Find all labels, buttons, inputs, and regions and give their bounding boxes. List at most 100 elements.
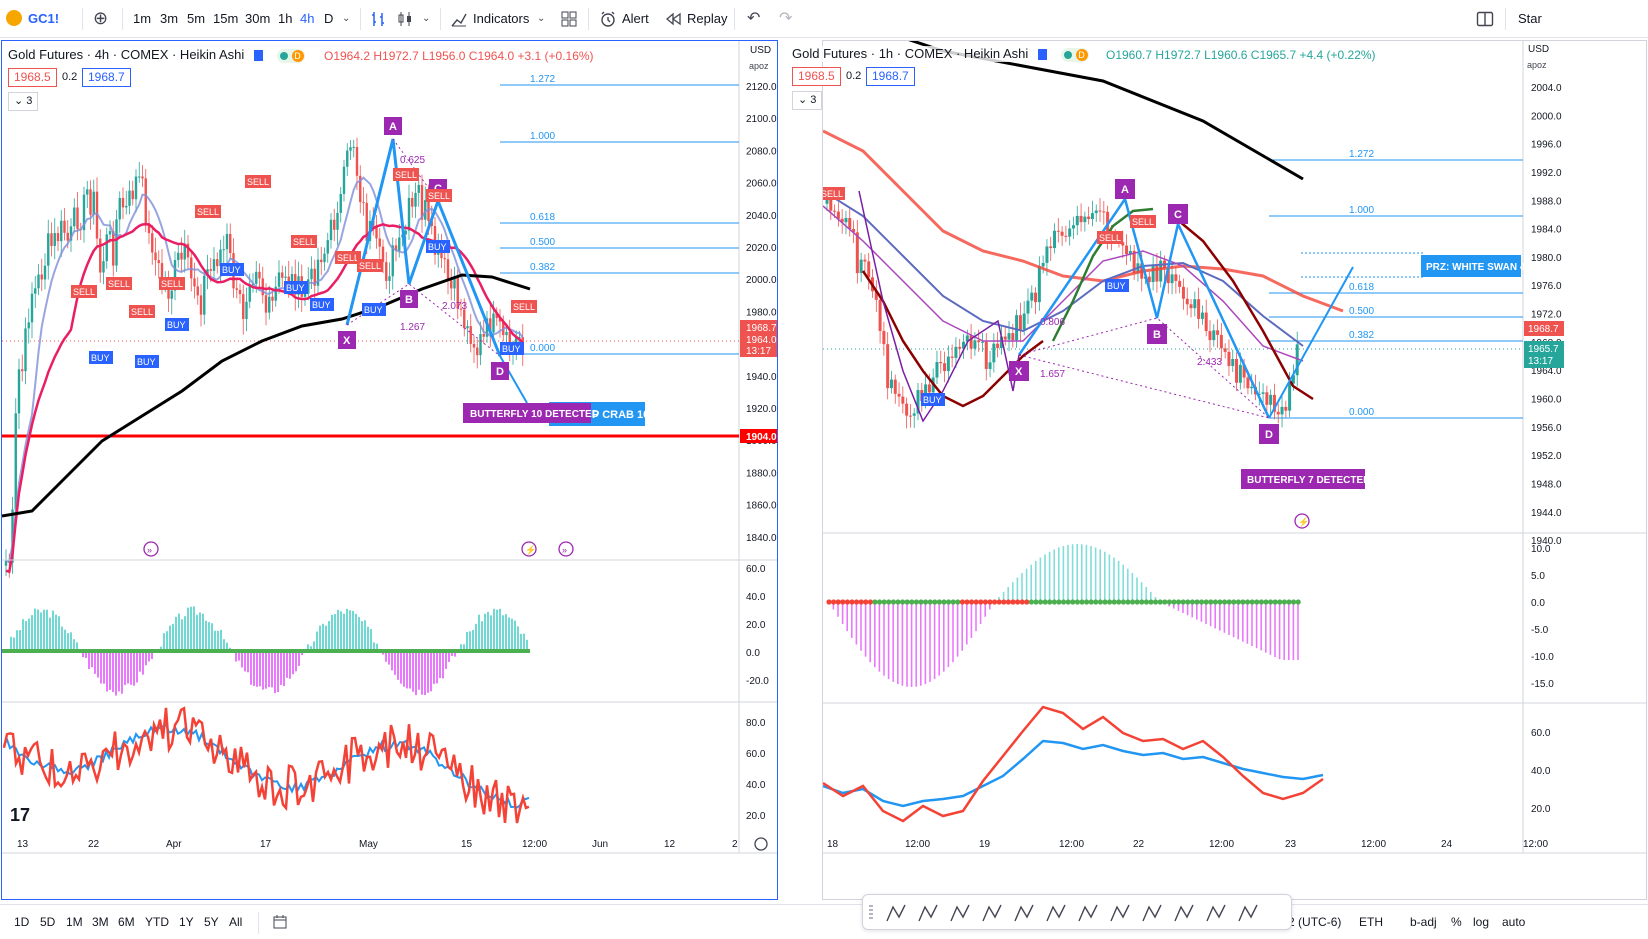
indicators-chevron-down-icon[interactable]: ⌄ [537, 13, 546, 24]
bars-pattern-icon[interactable] [1078, 904, 1098, 922]
price-range-icon[interactable] [1206, 904, 1226, 922]
redo-icon[interactable]: ↷ [779, 10, 793, 27]
scale-mode-label[interactable]: apoz [749, 61, 769, 71]
interval-4h[interactable]: 4h [300, 11, 315, 26]
range-1m[interactable]: 1M [66, 915, 83, 929]
interval-15m[interactable]: 15m [213, 11, 239, 26]
horizontal-ray-icon[interactable] [1014, 904, 1034, 922]
replay-button[interactable]: Replay [687, 11, 728, 26]
range-5y[interactable]: 5Y [204, 915, 219, 929]
interval-1h[interactable]: 1h [278, 11, 293, 26]
interval-30m[interactable]: 30m [245, 11, 271, 26]
interval-3m[interactable]: 3m [160, 11, 179, 26]
star-button[interactable]: Star [1518, 11, 1542, 26]
macd-bar [956, 602, 959, 657]
price-tick: 1944.0 [1531, 508, 1562, 519]
chart-type-chevron-down-icon[interactable]: ⌄ [422, 13, 431, 24]
right-chart-pane[interactable]: 2004.0 2000.0 1996.0 1992.0 1988.0 1984.0 1980… [822, 40, 1647, 900]
range-5d[interactable]: 5D [40, 915, 56, 929]
indicators-icon[interactable] [450, 10, 468, 30]
indicators-toggle[interactable]: ⌄ 3 [8, 92, 39, 111]
layout-grid-icon[interactable] [560, 10, 578, 30]
currency-label[interactable]: USD [750, 45, 772, 56]
macd-bar [989, 602, 991, 610]
date-range-icon[interactable] [272, 914, 288, 930]
buy-price-box[interactable]: 1968.7 [866, 67, 915, 86]
compare-add-icon[interactable]: ⊕ [93, 8, 109, 28]
macd-bar [373, 642, 375, 651]
auto-toggle[interactable]: auto [1502, 915, 1526, 929]
collapse-chevron-icon: ⌄ [14, 95, 27, 107]
intervals-chevron-down-icon[interactable]: ⌄ [342, 13, 351, 24]
bars-chart-type-icon[interactable] [370, 10, 388, 30]
macd-bar [175, 616, 177, 651]
range-1y[interactable]: 1Y [179, 915, 194, 929]
right-chart-canvas[interactable]: 2004.0 2000.0 1996.0 1992.0 1988.0 1984.0 1980… [823, 41, 1647, 900]
replay-icon[interactable] [666, 11, 682, 31]
macd-bar [28, 618, 30, 651]
pattern-point-label: C [1174, 209, 1182, 221]
alert-button[interactable]: Alert [622, 11, 649, 26]
fib-retracement-icon[interactable] [918, 904, 938, 922]
candle-body [17, 369, 21, 414]
time-tick: Jun [592, 839, 608, 850]
left-chart-pane[interactable]: 2120.0 2100.0 2080.0 2060.0 2040.0 2020.0 2000… [1, 40, 778, 900]
range-all[interactable]: All [229, 915, 243, 929]
indicators-button[interactable]: Indicators [473, 11, 530, 26]
macd-bar [238, 651, 240, 661]
ma-fast-line [5, 176, 524, 564]
interval-1m[interactable]: 1m [133, 11, 152, 26]
macd-bar [397, 651, 399, 680]
trend-angle-icon[interactable] [1046, 904, 1066, 922]
candle-body [424, 200, 427, 220]
sell-price-box[interactable]: 1968.5 [792, 67, 841, 86]
alert-clock-icon[interactable] [599, 10, 617, 30]
macd-signal-dot [895, 599, 901, 605]
currency-label[interactable]: USD [1528, 44, 1550, 55]
line-tool-icon[interactable] [1110, 904, 1130, 922]
interval-5m[interactable]: 5m [187, 11, 206, 26]
macd-bar [223, 639, 225, 651]
log-toggle[interactable]: log [1473, 915, 1490, 929]
layout-panel-icon[interactable] [1476, 10, 1494, 30]
trend-pattern-icon[interactable] [886, 904, 906, 922]
adjustment-label[interactable]: b-adj [1410, 915, 1437, 929]
candle-body [40, 274, 43, 280]
drag-handle-icon[interactable] [869, 905, 873, 919]
indicators-toggle[interactable]: ⌄ 3 [792, 91, 823, 110]
undo-icon[interactable]: ↶ [747, 10, 761, 27]
range-1d[interactable]: 1D [14, 915, 30, 929]
sell-price-box[interactable]: 1968.5 [8, 68, 57, 87]
flag-icon[interactable] [253, 50, 263, 62]
sell-signal [245, 175, 271, 188]
chart-title: Gold Futures · 1h · COMEX · Heikin Ashi [792, 46, 1029, 61]
symbol-search-button[interactable]: GC1! [28, 11, 60, 26]
xabcd-pattern-icon[interactable] [1142, 904, 1162, 922]
candle-body [1064, 235, 1068, 237]
abcd-pattern-icon[interactable] [950, 904, 970, 922]
macd-bar [1085, 544, 1088, 602]
candles-chart-type-icon[interactable] [396, 10, 414, 30]
percent-toggle[interactable]: % [1451, 915, 1462, 929]
macd-signal-dot [918, 599, 924, 605]
candle-body [878, 299, 882, 331]
target-icon[interactable] [1174, 904, 1194, 922]
macd-signal-dot [900, 599, 906, 605]
session-label[interactable]: ETH [1359, 915, 1383, 929]
macd-bar [472, 629, 474, 651]
macd-signal-dot [1203, 599, 1209, 605]
curve-icon[interactable] [982, 904, 1002, 922]
long-position-icon[interactable] [1238, 904, 1258, 922]
scale-mode-label[interactable]: apoz [1527, 60, 1547, 70]
pattern-point-d [1259, 424, 1279, 444]
buy-price-box[interactable]: 1968.7 [82, 68, 131, 87]
interval-1d[interactable]: D [324, 11, 334, 26]
candle-body [962, 341, 966, 349]
flag-icon[interactable] [1037, 49, 1047, 61]
range-6m[interactable]: 6M [118, 915, 135, 929]
range-3m[interactable]: 3M [92, 915, 109, 929]
candle-body [1238, 364, 1242, 383]
range-ytd[interactable]: YTD [145, 915, 169, 929]
fib-label: 0.000 [530, 343, 555, 354]
left-chart-canvas[interactable]: 2120.02100.02080.02060.02040.02020.02000… [2, 41, 778, 900]
